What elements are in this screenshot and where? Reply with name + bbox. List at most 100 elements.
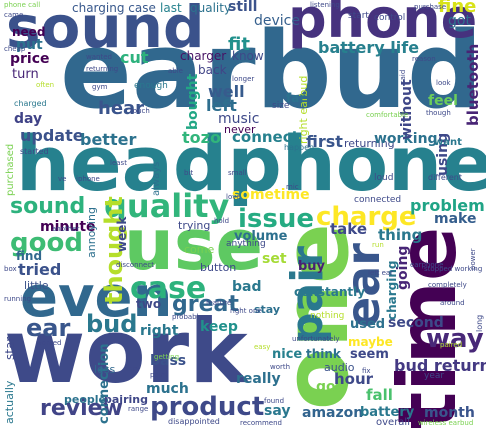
word-comfortable: comfortable [366, 111, 409, 119]
word-work: work [4, 300, 248, 403]
word-phone: phone [288, 0, 478, 50]
word-stopped-working: stopped working [424, 265, 483, 273]
word-sound-medium: sound [10, 194, 86, 219]
word-worked: worked [36, 339, 62, 347]
word-run: run [372, 241, 384, 249]
word-love: love [226, 193, 241, 201]
word-always: always [151, 161, 162, 196]
word-got: got [448, 13, 471, 29]
word-loud: loud [374, 173, 394, 183]
word-bud: bud [86, 310, 138, 338]
word-hear: hear [98, 98, 145, 119]
word-problem: problem [410, 196, 485, 215]
word-headphone: headphone [16, 119, 486, 208]
word-really: really [236, 371, 281, 387]
word-bought: bought [185, 73, 201, 130]
word-often: often [36, 81, 55, 89]
word-purchase: purchase [414, 3, 447, 11]
word-paired: paired [440, 341, 463, 349]
word-sometime: sometime [232, 187, 310, 203]
word-cut: cut [120, 48, 149, 67]
word-anything: anything [226, 239, 266, 249]
word-overall: overall [376, 417, 410, 428]
word-iphone: iphone [76, 175, 100, 183]
word-audio: audio [324, 361, 355, 374]
word-take: take [330, 220, 368, 238]
word-long: long [475, 314, 484, 332]
word-mic: mic [286, 183, 299, 191]
word-hold: hold [214, 217, 230, 225]
word-trying: trying [178, 219, 211, 232]
word-come: come [184, 243, 215, 256]
word-good: good [10, 228, 83, 258]
word-year: year [424, 371, 445, 381]
word-happen: happen [284, 143, 315, 152]
word-thing: thing [378, 226, 423, 244]
word-day: day [14, 111, 43, 127]
word-month: month [424, 405, 475, 421]
word-box: box [4, 265, 17, 273]
word-annoying: annoying [85, 207, 98, 258]
word-fit: fit [228, 34, 250, 55]
word-though: though [426, 109, 451, 117]
word-different: different [428, 173, 462, 182]
word-actually: actually [3, 380, 16, 424]
word-find: find [16, 249, 43, 263]
word-probably: probably [172, 313, 203, 321]
word-fall: fall [366, 386, 393, 404]
word-device: device [254, 13, 300, 29]
word-people: people [64, 393, 106, 406]
word-button: button [200, 261, 237, 274]
word-second: second [388, 315, 444, 331]
word-wireless-earbud: wireless earbud [418, 419, 474, 427]
word-charging-case: charging case [72, 1, 156, 15]
word-star: star [3, 336, 17, 360]
word-price: price [10, 51, 50, 67]
word-minute: minute [40, 219, 96, 235]
word-use: use [124, 204, 263, 286]
word-charger: charger [180, 49, 227, 63]
word-reason: reason [412, 55, 436, 63]
word-started: started [20, 147, 49, 156]
word-even: even [20, 265, 173, 330]
word-music: music [218, 111, 260, 127]
word-used: used [350, 317, 386, 332]
word-still: still [228, 0, 258, 15]
word-gym: gym [92, 83, 108, 91]
word-tried: tried [18, 260, 62, 279]
word-sound: sound [6, 0, 205, 61]
word-another: another [52, 225, 80, 233]
word-left-ear: left ear [368, 269, 394, 277]
word-ear-small: ear [26, 314, 71, 342]
word-well: well [208, 82, 245, 101]
word-connection: connection [97, 343, 112, 424]
word-product: product [150, 392, 265, 422]
word-bass: bass [150, 353, 187, 369]
word-size: size [272, 101, 290, 111]
word-disappointed: disappointed [168, 417, 220, 426]
word-charged: charged [14, 99, 47, 108]
word-small: small [228, 169, 247, 177]
word-pairing: pairing [104, 393, 148, 406]
word-came: came [4, 11, 24, 19]
word-go: go [316, 379, 336, 395]
word-least: least [110, 159, 127, 167]
word-make: make [434, 211, 477, 227]
word-less: less [94, 363, 116, 376]
word-far: far [286, 91, 306, 105]
word-start: start [348, 11, 369, 21]
word-little: little [24, 279, 49, 292]
word-great: great [172, 292, 239, 317]
word-set: set [262, 251, 287, 267]
word-phone-call: phone call [4, 1, 41, 9]
word-first: first [306, 132, 343, 151]
word-nothing: nothing [310, 311, 345, 321]
word-think: think [306, 347, 341, 361]
word-keep: keep [200, 319, 238, 335]
word-want: want [434, 137, 462, 148]
word-listening: listening [310, 1, 340, 9]
word-two: two [136, 297, 162, 311]
word-earphone: earphone [410, 261, 444, 269]
word-battery: battery [360, 405, 415, 420]
